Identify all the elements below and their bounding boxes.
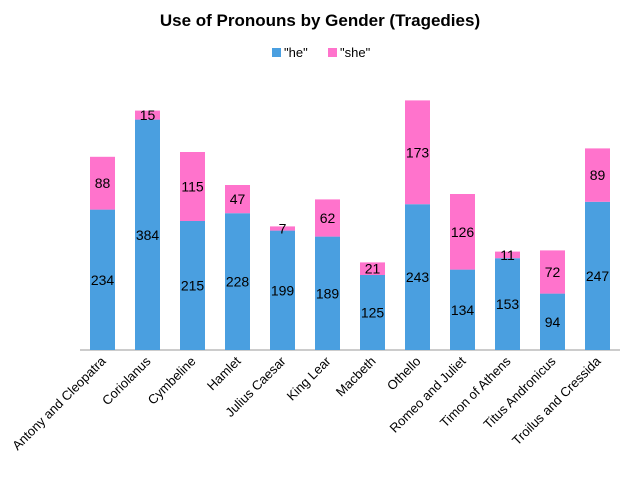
bar-he-9: [495, 258, 520, 350]
chart-title: Use of Pronouns by Gender (Tragedies): [160, 11, 480, 30]
data-label-she-1: 15: [140, 107, 156, 123]
data-label-he-0: 234: [91, 272, 115, 288]
x-tick-label-3: Hamlet: [204, 353, 244, 393]
bar-he-4: [270, 230, 295, 350]
bar-she-6: [360, 262, 385, 275]
data-label-she-11: 89: [590, 167, 606, 183]
bar-she-7: [405, 100, 430, 205]
data-label-he-4: 199: [271, 282, 295, 298]
data-label-she-4: 7: [279, 221, 287, 237]
data-label-he-7: 243: [406, 269, 430, 285]
data-label-he-11: 247: [586, 268, 610, 284]
bar-he-10: [540, 293, 565, 350]
data-label-he-5: 189: [316, 285, 340, 301]
data-label-she-10: 72: [545, 264, 561, 280]
legend-label-0: "he": [284, 45, 308, 60]
bar-he-5: [315, 236, 340, 350]
bar-he-8: [450, 269, 475, 350]
data-label-he-10: 94: [545, 314, 561, 330]
data-label-he-1: 384: [136, 227, 160, 243]
bar-she-9: [495, 251, 520, 259]
bar-he-7: [405, 204, 430, 350]
data-labels-group: 234 88 384 15 215 115 228 47 199 7 189 62 125 21 243 17…: [91, 107, 610, 330]
bar-he-1: [135, 119, 160, 350]
data-label-she-8: 126: [451, 224, 475, 240]
bar-she-2: [180, 152, 205, 221]
data-label-he-3: 228: [226, 274, 250, 290]
data-label-she-7: 173: [406, 144, 430, 160]
bar-she-4: [270, 226, 295, 231]
x-tick-label-8: Romeo and Juliet: [386, 353, 468, 435]
data-label-he-6: 125: [361, 305, 385, 321]
bars-group: [90, 100, 610, 350]
bar-she-0: [90, 156, 115, 210]
bar-he-0: [90, 209, 115, 350]
bar-she-10: [540, 250, 565, 294]
bar-she-11: [585, 148, 610, 202]
x-tick-label-5: King Lear: [284, 353, 334, 403]
x-tick-label-7: Othello: [384, 354, 424, 394]
data-label-she-5: 62: [320, 210, 336, 226]
legend-swatch-1: [328, 48, 337, 57]
bar-he-2: [180, 221, 205, 350]
data-label-he-8: 134: [451, 302, 475, 318]
bar-she-8: [450, 194, 475, 270]
bar-he-11: [585, 201, 610, 350]
bar-he-3: [225, 213, 250, 350]
data-label-she-0: 88: [95, 175, 111, 191]
data-label-he-2: 215: [181, 278, 205, 294]
x-tick-label-11: Troilus and Cressida: [509, 353, 604, 448]
legend-label-1: "she": [340, 45, 371, 60]
bar-he-6: [360, 275, 385, 350]
bar-she-3: [225, 185, 250, 214]
chart-legend: "he" "she": [272, 45, 371, 60]
data-label-he-9: 153: [496, 296, 520, 312]
x-tick-label-2: Cymbeline: [145, 354, 199, 408]
data-label-she-2: 115: [181, 179, 204, 195]
data-label-she-3: 47: [230, 191, 246, 207]
bar-she-1: [135, 110, 160, 120]
data-label-she-9: 11: [500, 247, 515, 263]
x-tick-label-6: Macbeth: [333, 354, 379, 400]
x-tick-label-1: Coriolanus: [99, 353, 154, 408]
x-tick-label-0: Antony and Cleopatra: [9, 353, 109, 453]
bar-she-5: [315, 199, 340, 237]
legend-swatch-0: [272, 48, 281, 57]
data-label-she-6: 21: [365, 261, 381, 277]
